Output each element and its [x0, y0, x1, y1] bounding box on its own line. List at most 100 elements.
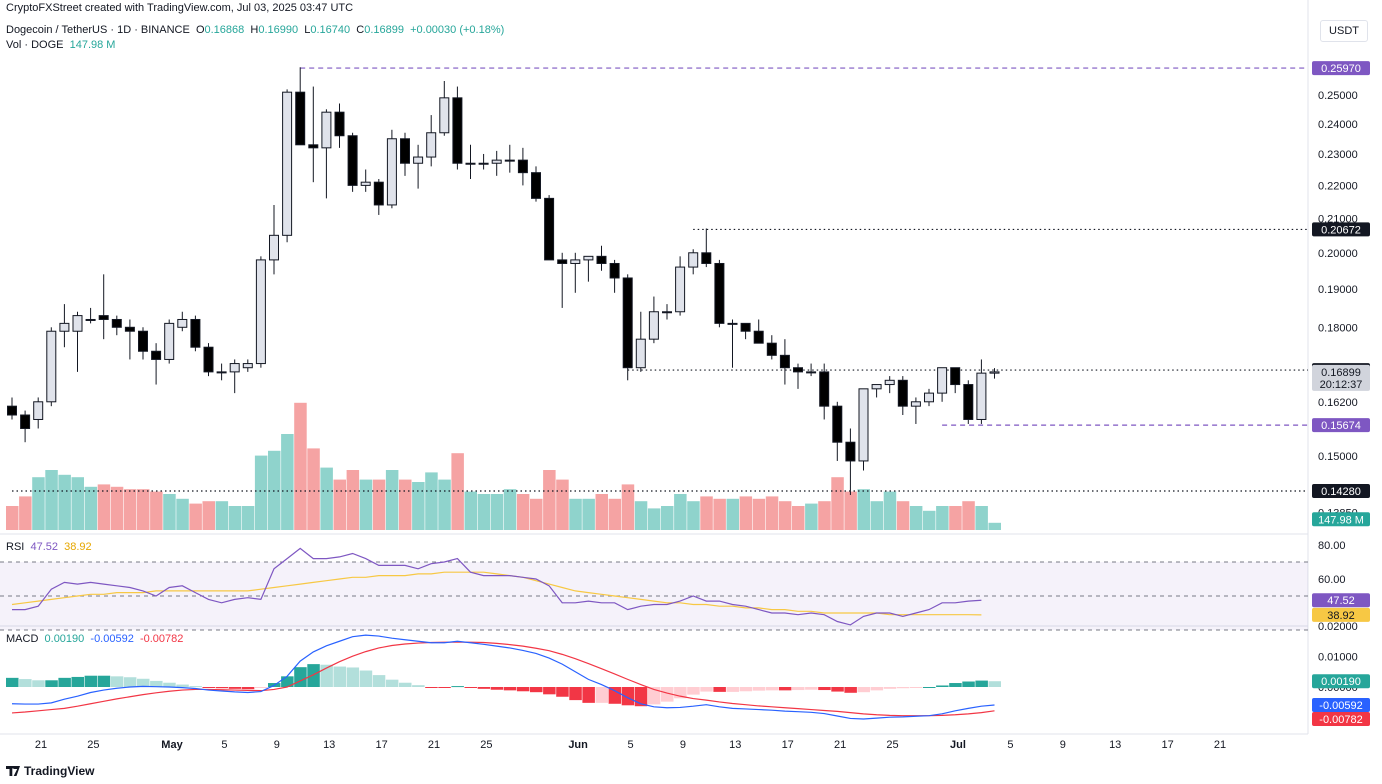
macd-tag-label: -0.00782: [1319, 714, 1362, 726]
macd-histogram-bar: [110, 676, 124, 687]
x-axis-label: 9: [680, 739, 686, 751]
volume-bar: [503, 489, 517, 530]
volume-bar: [936, 506, 949, 530]
macd-histogram-bar: [6, 677, 19, 687]
x-axis-label: 17: [782, 739, 794, 751]
x-axis-label: 9: [274, 739, 280, 751]
candle-body: [858, 388, 869, 462]
macd-histogram-bar: [844, 687, 857, 693]
volume-bar: [988, 522, 1001, 530]
candle-body: [910, 401, 921, 407]
macd-histogram-bar: [896, 687, 910, 689]
x-axis-label: Jul: [950, 739, 966, 751]
volume-bar: [713, 498, 726, 530]
macd-histogram-bar: [490, 687, 504, 690]
price-tick-label: 0.15000: [1318, 451, 1358, 463]
volume-bar: [425, 472, 438, 530]
candle-body: [203, 346, 214, 373]
macd-histogram-bar: [202, 687, 215, 688]
volume-label[interactable]: Vol · DOGE: [6, 39, 64, 51]
rsi-tag-label: 47.52: [1327, 595, 1355, 607]
volume-bar: [137, 489, 150, 530]
volume-bar: [765, 496, 779, 530]
macd-histogram-bar: [189, 686, 202, 688]
macd-histogram-bar: [241, 687, 255, 690]
x-axis-label: 17: [1161, 739, 1173, 751]
candle-body: [308, 144, 319, 149]
macd-histogram-bar: [831, 687, 844, 692]
macd-histogram-bar: [84, 675, 98, 687]
macd-histogram-bar: [923, 687, 936, 688]
macd-histogram-bar: [412, 685, 425, 687]
macd-histogram-bar: [936, 685, 949, 687]
macd-histogram-bar: [909, 687, 923, 688]
rsi-axis-label: 80.00: [1318, 540, 1346, 552]
x-axis-label: 9: [1060, 739, 1066, 751]
volume-bar: [189, 503, 202, 530]
rsi-band: [0, 562, 1308, 630]
price-tick-label: 0.21000: [1318, 213, 1358, 225]
currency-button[interactable]: USDT: [1320, 20, 1368, 42]
price-tag-bg: [1312, 222, 1370, 237]
macd-histogram-bar: [805, 687, 818, 690]
macd-histogram-bar: [45, 680, 58, 687]
price-tag-label: 0.15674: [1321, 420, 1361, 432]
macd-histogram-bar: [543, 687, 556, 695]
volume-bar: [739, 496, 753, 530]
tradingview-logo[interactable]: TradingView: [6, 764, 94, 778]
rsi-label[interactable]: RSI: [6, 541, 25, 553]
x-axis-label: 21: [834, 739, 846, 751]
x-axis-label: 21: [35, 739, 47, 751]
macd-histogram-bar: [608, 687, 622, 704]
volume-bar: [254, 455, 268, 530]
candle-body: [321, 111, 332, 149]
volume-bar: [110, 486, 124, 530]
symbol-name[interactable]: Dogecoin / TetherUS · 1D · BINANCE: [6, 24, 190, 36]
candle-body: [583, 255, 594, 261]
volume-bar: [58, 474, 71, 530]
volume-bar: [464, 491, 477, 530]
volume-bar: [241, 506, 255, 530]
macd-histogram-bar: [228, 687, 242, 689]
macd-histogram-bar: [818, 687, 831, 691]
volume-bar: [792, 506, 805, 530]
candle-body: [426, 132, 437, 158]
macd-histogram-bar: [307, 664, 320, 687]
volume-bar: [516, 494, 530, 530]
candle-body: [7, 405, 17, 416]
price-tick-label: 0.18000: [1318, 322, 1358, 334]
macd-histogram-bar: [883, 687, 897, 689]
macd-histogram-bar: [975, 680, 988, 687]
candle-body: [727, 322, 738, 325]
macd-signal-line: [11, 641, 995, 717]
macd-histogram-bar: [71, 676, 84, 687]
macd-label[interactable]: MACD: [6, 633, 39, 645]
candle-body: [33, 401, 44, 420]
x-axis-label: 25: [886, 739, 898, 751]
volume-bar: [307, 448, 320, 530]
macd-histogram-bar: [477, 687, 491, 689]
volume-value: 147.98 M: [69, 39, 116, 51]
macd-histogram-bar: [674, 687, 687, 699]
volume-bar: [909, 506, 923, 530]
candle-body: [282, 91, 293, 236]
candle-body: [85, 318, 96, 321]
macd-histogram-bar: [137, 678, 150, 687]
candle-body: [452, 97, 463, 164]
rsi-tag-bg: [1312, 607, 1370, 622]
macd-axis-label: 0.01000: [1318, 652, 1358, 664]
volume-info-line: Vol · DOGE 147.98 M: [6, 39, 115, 51]
price-tag: 0.25970: [1312, 61, 1370, 76]
macd-histogram-bar: [320, 664, 333, 687]
volume-bar: [923, 510, 936, 530]
candle-body: [439, 97, 450, 134]
candle-body: [138, 330, 148, 352]
x-axis-label: 17: [375, 739, 387, 751]
volume-bar: [32, 477, 45, 530]
macd-histogram-bar: [647, 687, 661, 705]
candle-body: [622, 277, 633, 369]
macd-histogram-bar: [516, 687, 530, 692]
candle-body: [177, 318, 188, 328]
price-tag-label: 0.20672: [1321, 224, 1361, 236]
